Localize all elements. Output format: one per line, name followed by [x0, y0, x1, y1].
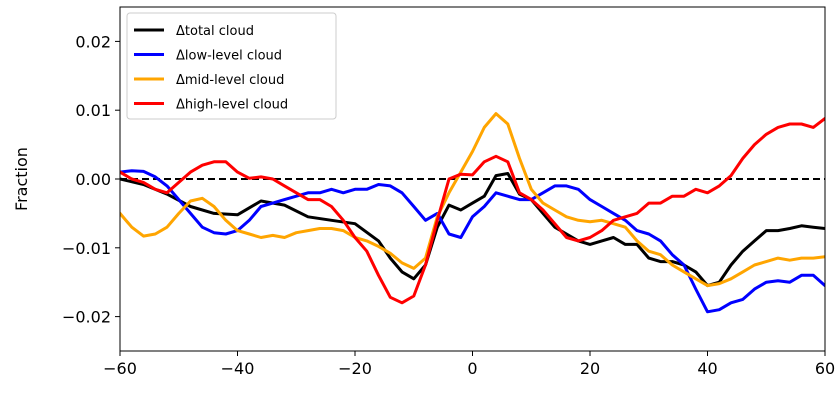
x-tick-label: −60	[103, 359, 137, 378]
y-tick-label: 0.01	[75, 101, 111, 120]
y-tick-label: −0.01	[62, 239, 111, 258]
legend-label: Δlow-level cloud	[176, 49, 282, 64]
x-tick-label: 20	[580, 359, 600, 378]
series-line-2	[120, 112, 825, 288]
legend: Δtotal cloud Δlow-level cloud Δmid-level c…	[126, 12, 337, 120]
y-tick-label: 0.00	[75, 170, 111, 189]
x-tick-label: −20	[338, 359, 372, 378]
x-tick-label: −40	[221, 359, 255, 378]
series-line-3	[120, 117, 825, 305]
legend-label: Δmid-level cloud	[176, 73, 284, 88]
legend-label: Δhigh-level cloud	[176, 98, 288, 113]
y-tick-label: −0.02	[62, 308, 111, 327]
legend-box	[126, 12, 337, 120]
legend-label: Δtotal cloud	[176, 24, 254, 39]
y-tick-label: 0.02	[75, 32, 111, 51]
y-axis-label: Fraction	[12, 147, 31, 211]
x-tick-label: 40	[697, 359, 717, 378]
x-tick-label: 60	[815, 359, 835, 378]
x-tick-label: 0	[467, 359, 477, 378]
